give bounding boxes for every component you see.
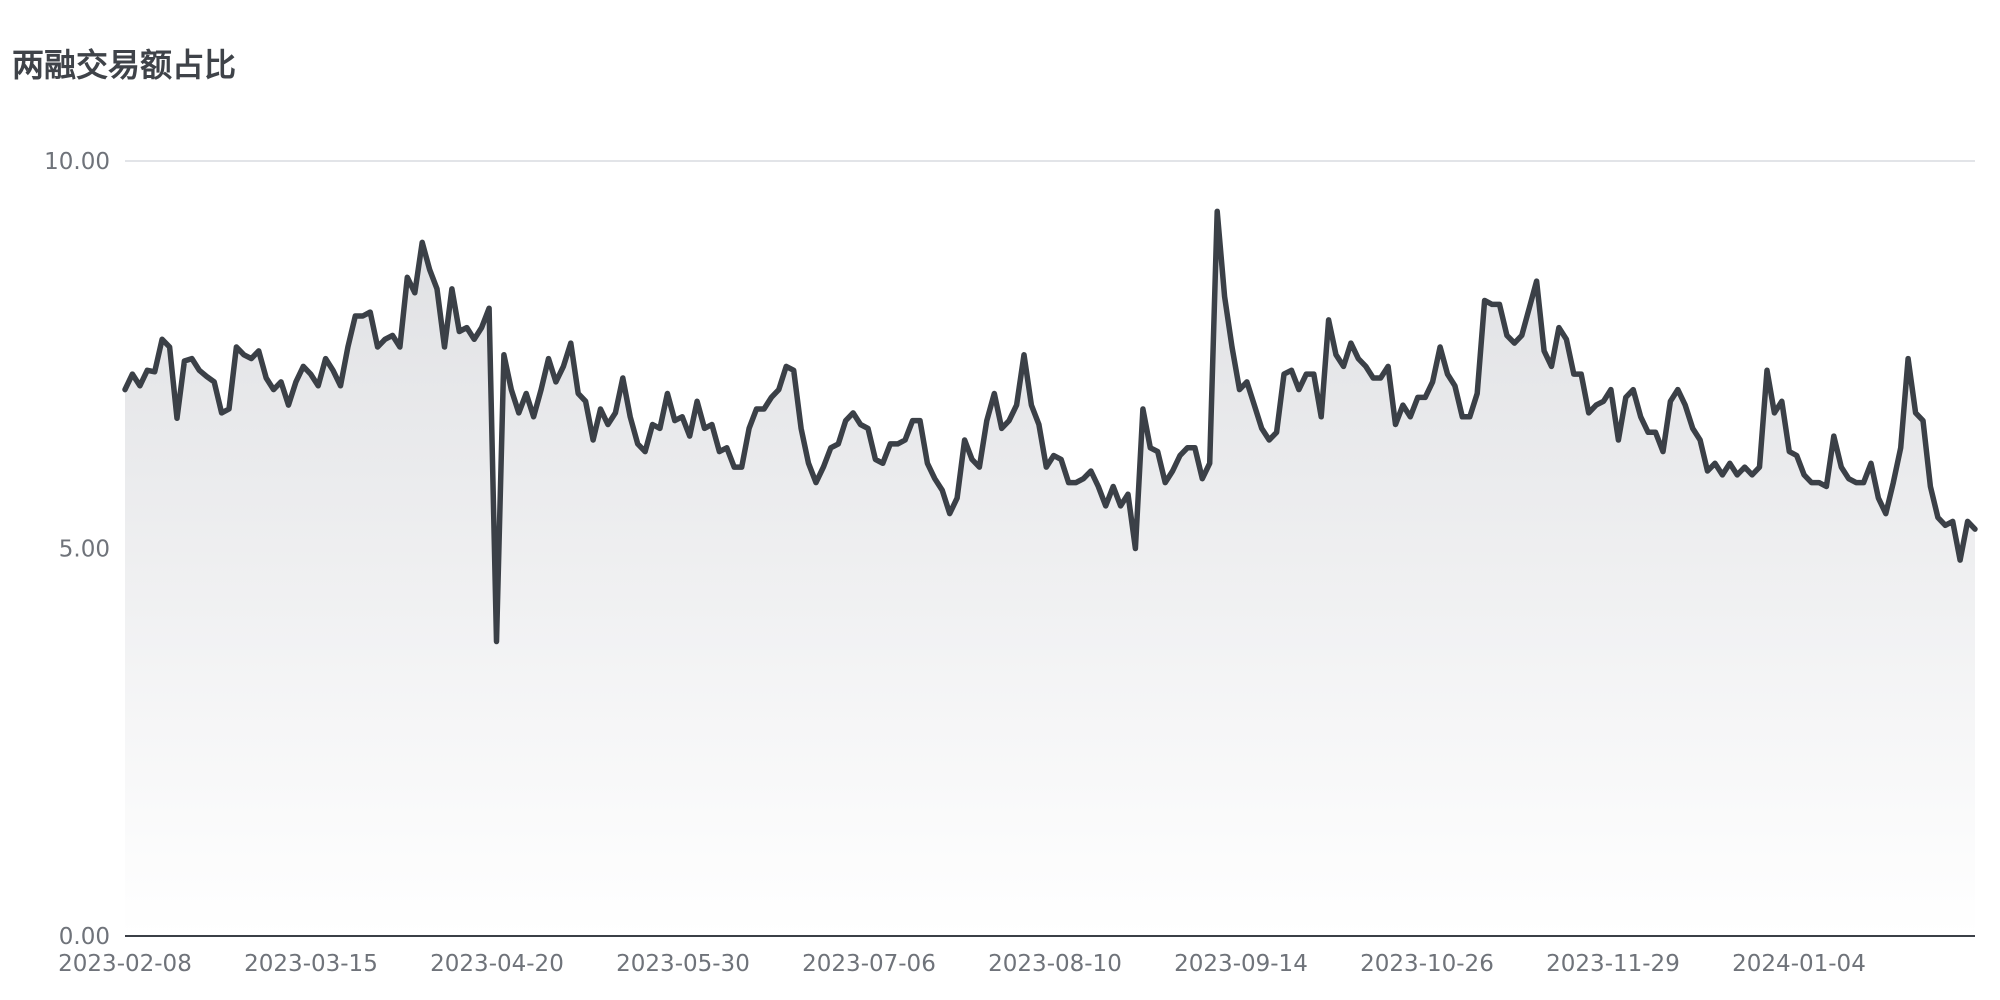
x-tick-label: 2023-09-14 — [1174, 951, 1308, 977]
series-area — [125, 211, 1975, 936]
x-tick-label: 2024-01-04 — [1732, 951, 1866, 977]
x-tick-label: 2023-08-10 — [988, 951, 1122, 977]
x-tick-label: 2023-04-20 — [430, 951, 564, 977]
series-area-fill — [125, 211, 1975, 936]
x-axis-tick-labels: 2023-02-08 2023-03-15 2023-04-20 2023-05-30… — [58, 951, 1866, 977]
series-line — [122, 208, 1978, 645]
y-tick-label: 5.00 — [59, 537, 110, 563]
x-tick-label: 2023-11-29 — [1546, 951, 1680, 977]
series-line-group — [122, 208, 1978, 645]
y-tick-label: 10.00 — [44, 149, 110, 175]
x-tick-label: 2023-10-26 — [1360, 951, 1494, 977]
x-tick-label: 2023-05-30 — [616, 951, 750, 977]
chart-title: 两融交易额占比 — [12, 46, 236, 84]
x-tick-label: 2023-02-08 — [58, 951, 192, 977]
y-axis-tick-labels: 0.00 5.00 10.00 — [44, 149, 110, 950]
x-tick-label: 2023-07-06 — [802, 951, 936, 977]
x-tick-label: 2023-03-15 — [244, 951, 378, 977]
y-tick-label: 0.00 — [59, 924, 110, 950]
